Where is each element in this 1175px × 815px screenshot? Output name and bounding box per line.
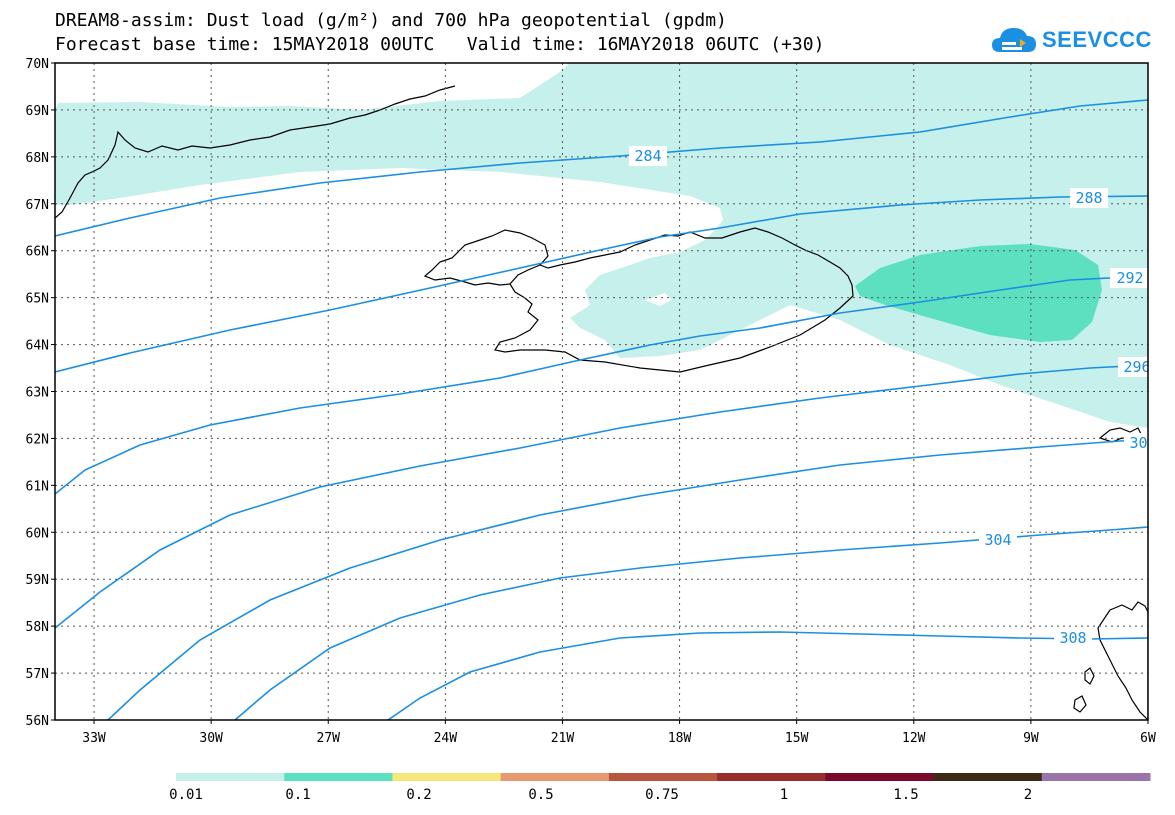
legend-label: 0.75 [645, 787, 679, 803]
legend-label: 2 [1023, 787, 1033, 803]
map-subtitle: Forecast base time: 15MAY2018 00UTC Vali… [55, 34, 825, 55]
legend-swatch [392, 773, 502, 781]
scotland-islands [1073, 695, 1087, 713]
contour-284 [55, 99, 1148, 237]
lon-label: 15W [785, 731, 809, 746]
lat-label: 62N [26, 432, 49, 447]
logo-text: SEEVCCC [1042, 27, 1152, 52]
lat-label: 64N [26, 339, 49, 354]
legend-swatch [1041, 773, 1151, 781]
legend-label: 0.01 [169, 787, 203, 803]
legend-label: 1 [779, 787, 789, 803]
lat-label: 61N [26, 479, 49, 494]
lat-label: 58N [26, 620, 49, 635]
lat-label: 56N [26, 714, 49, 729]
contour-304 [234, 526, 1148, 720]
legend-colorbar [176, 773, 1151, 781]
lat-label: 63N [26, 386, 49, 401]
lat-label: 68N [26, 151, 49, 166]
lon-label: 18W [668, 731, 692, 746]
lat-label: 66N [26, 245, 49, 260]
map-title: DREAM8-assim: Dust load (g/m²) and 700 h… [55, 10, 727, 31]
latitude-labels: 70N 69N 68N 67N 66N 65N 64N 63N 62N 61N 60N 59N 58N 5… [26, 57, 49, 729]
seevccc-logo: SEEVCCC [990, 20, 1151, 60]
legend-label: 1.5 [893, 787, 919, 803]
lat-label: 57N [26, 667, 49, 682]
contour-296 [55, 364, 1148, 629]
lon-label: 30W [199, 731, 223, 746]
legend-swatch [284, 773, 393, 781]
shetland-islands [1084, 667, 1095, 685]
legend-label: 0.1 [285, 787, 311, 803]
lat-label: 59N [26, 573, 49, 588]
contour-288 [55, 195, 1148, 373]
contour-300 [107, 439, 1148, 720]
contour-308 [387, 631, 1148, 720]
contour-label-304: 304 [984, 531, 1011, 549]
faroe-islands [1098, 427, 1143, 443]
lon-label: 6W [1140, 731, 1156, 746]
norway-coast [1097, 601, 1148, 720]
dust-area-light-hole [645, 293, 672, 306]
dust-area-light [55, 63, 1148, 428]
lon-label: 9W [1023, 731, 1039, 746]
lon-label: 33W [82, 731, 106, 746]
longitude-labels: 33W 30W 27W 24W 21W 18W 15W 12W 9W 6W [82, 731, 1156, 746]
lon-label: 27W [317, 731, 341, 746]
lat-label: 67N [26, 198, 49, 213]
cloud-logo-icon [992, 28, 1036, 52]
lat-label: 69N [26, 104, 49, 119]
legend-swatch [176, 773, 285, 781]
legend-label: 0.2 [406, 787, 432, 803]
lat-label: 70N [26, 57, 49, 72]
contour-label-296: 296 [1123, 358, 1150, 376]
iceland-westfjords [423, 261, 511, 286]
legend-swatch [500, 773, 610, 781]
lat-label: 65N [26, 292, 49, 307]
contour-label-300: 300 [1129, 434, 1156, 452]
contour-292 [55, 275, 1148, 495]
legend-swatch [608, 773, 718, 781]
contour-labels: 284 288 292 296 300 304 308 [629, 146, 1156, 648]
legend-swatch [825, 773, 935, 781]
contour-label-288: 288 [1075, 189, 1102, 207]
lon-label: 21W [551, 731, 575, 746]
geopotential-contours [55, 99, 1148, 720]
contour-label-308: 308 [1059, 629, 1086, 647]
legend-swatch [717, 773, 826, 781]
map-plot-area: 284 288 292 296 300 304 308 [55, 63, 1156, 720]
contour-label-284: 284 [634, 147, 661, 165]
legend-label: 0.5 [528, 787, 554, 803]
lon-label: 24W [434, 731, 458, 746]
legend-swatch [933, 773, 1043, 781]
lat-label: 60N [26, 526, 49, 541]
axis-ticks [51, 62, 1149, 724]
lon-label: 12W [902, 731, 926, 746]
contour-label-292: 292 [1116, 269, 1143, 287]
